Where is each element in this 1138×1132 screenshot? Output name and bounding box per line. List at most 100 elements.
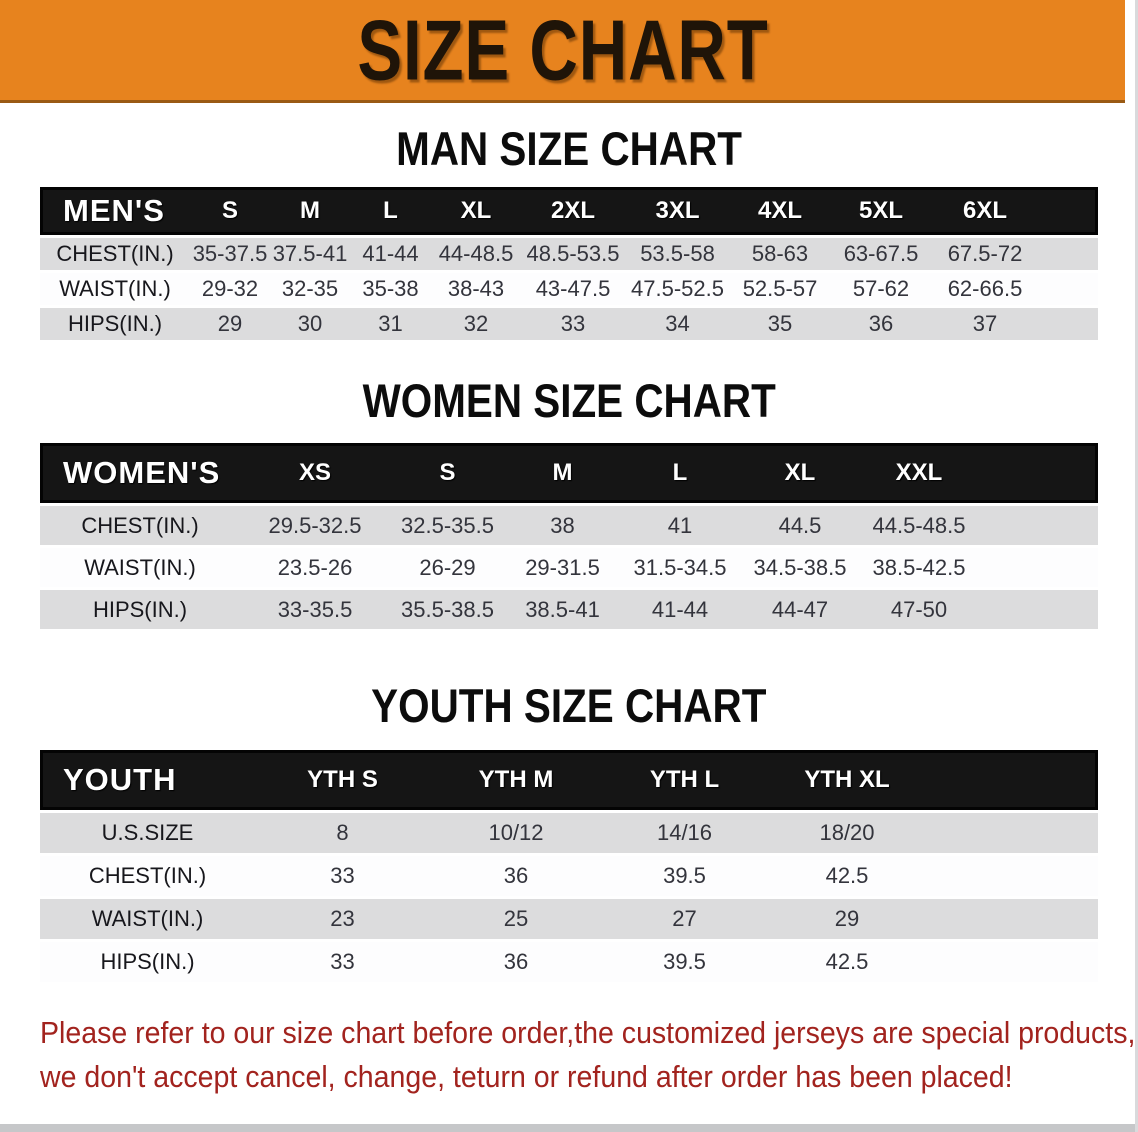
measurement-row: WAIST(IN.) 29-32 32-35 35-38 38-43 43-47.5 47.… (40, 273, 1098, 305)
size-column-header: YTH S (255, 750, 430, 810)
right-edge-strip (1135, 0, 1138, 1132)
filler-cell (927, 942, 1098, 982)
measurement-row: U.S.SIZE 8 10/12 14/16 18/20 (40, 813, 1098, 853)
size-value-cell: 41 (620, 506, 740, 545)
section-youth: YOUTH SIZE CHART YOUTH YTH S YTH M YTH L YTH… (0, 678, 1138, 985)
size-value-cell: 57-62 (830, 273, 932, 305)
size-value-cell: 41-44 (350, 238, 431, 270)
table-group-label: WOMEN'S (40, 443, 240, 503)
row-label: WAIST(IN.) (40, 548, 240, 587)
row-label: CHEST(IN.) (40, 238, 190, 270)
measurement-row: CHEST(IN.) 29.5-32.5 32.5-35.5 38 41 44.5 44.5… (40, 506, 1098, 545)
size-column-header: 6XL (932, 187, 1038, 235)
women-size-chart-heading: WOMEN SIZE CHART (0, 373, 1138, 428)
size-value-cell: 8 (255, 813, 430, 853)
size-value-cell: 33-35.5 (240, 590, 390, 629)
size-value-cell: 32.5-35.5 (390, 506, 505, 545)
size-value-cell: 47-50 (860, 590, 978, 629)
table-group-label: MEN'S (40, 187, 190, 235)
size-value-cell: 35-37.5 (190, 238, 270, 270)
size-value-cell: 47.5-52.5 (625, 273, 730, 305)
bottom-edge-strip (0, 1124, 1138, 1132)
size-column-header: S (390, 443, 505, 503)
table-header-row: YOUTH YTH S YTH M YTH L YTH XL (40, 750, 1098, 810)
filler-cell (927, 899, 1098, 939)
measurement-row: WAIST(IN.) 23 25 27 29 (40, 899, 1098, 939)
size-value-cell: 33 (255, 856, 430, 896)
size-value-cell: 52.5-57 (730, 273, 830, 305)
measurement-row: HIPS(IN.) 33-35.5 35.5-38.5 38.5-41 41-44 44-… (40, 590, 1098, 629)
size-value-cell: 30 (270, 308, 350, 340)
size-column-header: XL (431, 187, 521, 235)
measurement-row: CHEST(IN.) 35-37.5 37.5-41 41-44 44-48.5 48.5… (40, 238, 1098, 270)
disclaimer: Please refer to our size chart before or… (40, 1011, 1135, 1099)
size-value-cell: 44.5 (740, 506, 860, 545)
size-column-header: L (620, 443, 740, 503)
size-value-cell: 44-48.5 (431, 238, 521, 270)
row-label: CHEST(IN.) (40, 856, 255, 896)
size-value-cell: 31.5-34.5 (620, 548, 740, 587)
size-value-cell: 29 (190, 308, 270, 340)
row-label: CHEST(IN.) (40, 506, 240, 545)
filler-cell (978, 590, 1098, 629)
size-value-cell: 39.5 (602, 942, 767, 982)
section-women: WOMEN SIZE CHART WOMEN'S XS S M L XL XXL CHEST(… (0, 373, 1138, 632)
row-label: HIPS(IN.) (40, 942, 255, 982)
measurement-row: HIPS(IN.) 33 36 39.5 42.5 (40, 942, 1098, 982)
filler-cell (978, 506, 1098, 545)
size-value-cell: 41-44 (620, 590, 740, 629)
size-value-cell: 34.5-38.5 (740, 548, 860, 587)
size-value-cell: 43-47.5 (521, 273, 625, 305)
size-value-cell: 67.5-72 (932, 238, 1038, 270)
size-value-cell: 14/16 (602, 813, 767, 853)
size-column-header: 4XL (730, 187, 830, 235)
size-value-cell: 23.5-26 (240, 548, 390, 587)
size-value-cell: 35 (730, 308, 830, 340)
size-value-cell: 48.5-53.5 (521, 238, 625, 270)
size-column-header: XS (240, 443, 390, 503)
size-value-cell: 44-47 (740, 590, 860, 629)
man-size-chart-heading-text: MAN SIZE CHART (396, 122, 742, 175)
disclaimer-line-2: we don't accept cancel, change, teturn o… (40, 1059, 1013, 1094)
filler-cell (1038, 273, 1098, 305)
size-column-header: M (505, 443, 620, 503)
filler-cell (1038, 238, 1098, 270)
filler-header-cell (927, 750, 1098, 810)
size-value-cell: 63-67.5 (830, 238, 932, 270)
size-value-cell: 36 (830, 308, 932, 340)
size-column-header: 2XL (521, 187, 625, 235)
size-value-cell: 35.5-38.5 (390, 590, 505, 629)
section-man: MAN SIZE CHART MEN'S S M L XL 2XL 3XL 4XL 5XL 6XL… (0, 121, 1138, 343)
row-label: HIPS(IN.) (40, 590, 240, 629)
table-group-label: YOUTH (40, 750, 255, 810)
size-value-cell: 38 (505, 506, 620, 545)
filler-header-cell (978, 443, 1098, 503)
size-value-cell: 38.5-41 (505, 590, 620, 629)
youth-size-chart-heading: YOUTH SIZE CHART (0, 678, 1138, 733)
size-column-header: S (190, 187, 270, 235)
size-value-cell: 39.5 (602, 856, 767, 896)
size-column-header: XXL (860, 443, 978, 503)
size-column-header: 3XL (625, 187, 730, 235)
row-label: WAIST(IN.) (40, 273, 190, 305)
filler-cell (1038, 308, 1098, 340)
size-value-cell: 29.5-32.5 (240, 506, 390, 545)
size-value-cell: 34 (625, 308, 730, 340)
table-header-row: WOMEN'S XS S M L XL XXL (40, 443, 1098, 503)
size-value-cell: 58-63 (730, 238, 830, 270)
women-size-chart-heading-text: WOMEN SIZE CHART (362, 374, 776, 427)
filler-cell (927, 856, 1098, 896)
row-label: WAIST(IN.) (40, 899, 255, 939)
size-value-cell: 26-29 (390, 548, 505, 587)
size-value-cell: 44.5-48.5 (860, 506, 978, 545)
row-label: U.S.SIZE (40, 813, 255, 853)
man-size-chart-heading: MAN SIZE CHART (0, 121, 1138, 176)
size-value-cell: 38-43 (431, 273, 521, 305)
size-value-cell: 29 (767, 899, 927, 939)
size-column-header: YTH L (602, 750, 767, 810)
size-column-header: XL (740, 443, 860, 503)
size-value-cell: 33 (521, 308, 625, 340)
size-value-cell: 31 (350, 308, 431, 340)
measurement-row: CHEST(IN.) 33 36 39.5 42.5 (40, 856, 1098, 896)
